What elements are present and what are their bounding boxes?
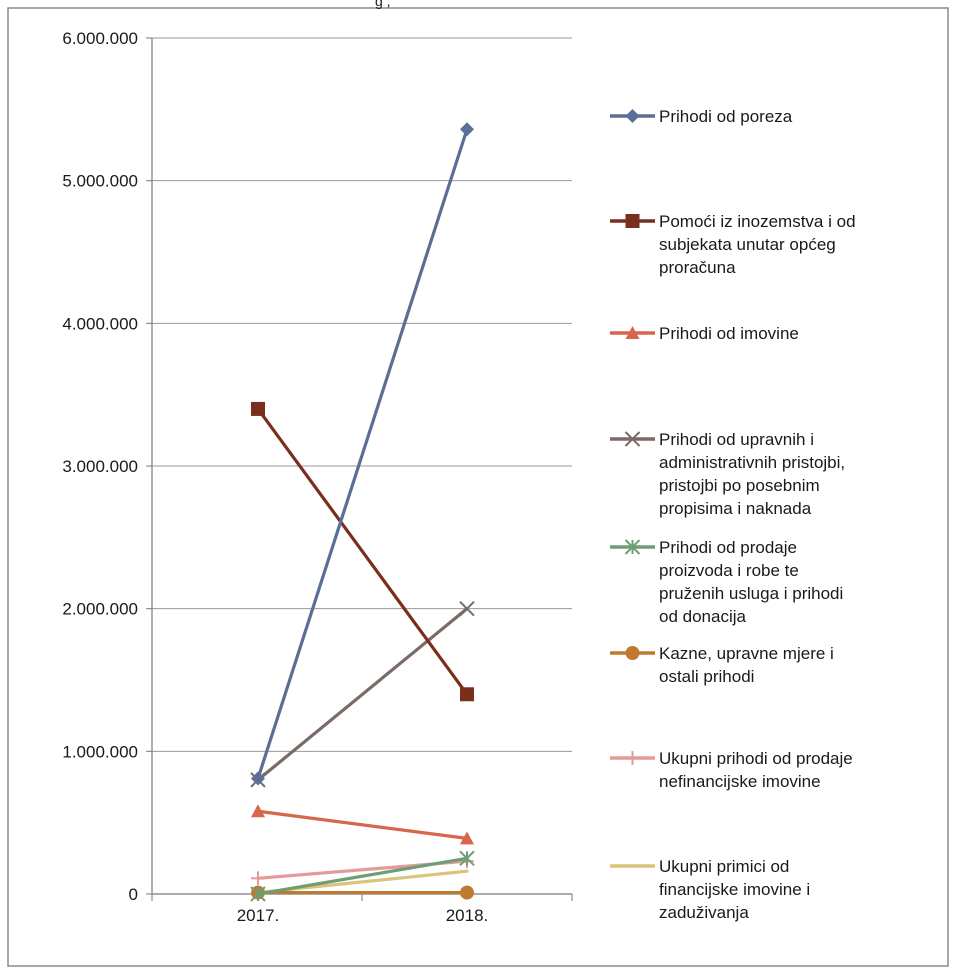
legend-entry-1: Prihodi od poreza (610, 107, 793, 126)
series-line (256, 607, 469, 782)
legend-swatch-marker (625, 109, 640, 123)
series-line (256, 407, 469, 696)
legend-swatch-marker (625, 214, 640, 228)
marker-stroke (459, 600, 475, 617)
legend-label: Pomoći iz inozemstva i od subjekata unuta… (659, 212, 856, 277)
y-tick-label: 2.000.000 (62, 600, 138, 619)
legend-entry-5: Prihodi od prodaje proizvoda i robe te pru… (610, 538, 843, 626)
outer-border (7, 7, 949, 967)
legend-swatch-marker (624, 539, 641, 555)
legend-label: Kazne, upravne mjere i ostali prihodi (659, 644, 834, 686)
legend-label: Ukupni primici od financijske imovine i za… (659, 857, 810, 922)
y-tick-label: 0 (129, 885, 138, 904)
series-2 (251, 401, 474, 702)
legend-entry-8: Ukupni primici od financijske imovine i za… (610, 857, 810, 922)
y-axis-ticks: 0 1.000.000 2.000.000 3.000.000 4.000.000 5.0… (62, 29, 152, 904)
legend-entry-7: Ukupni prihodi od prodaje nefinancijske i… (610, 749, 853, 791)
legend-label: Prihodi od imovine (659, 324, 799, 343)
legend-label: Ukupni prihodi od prodaje nefinancijske i… (659, 749, 853, 791)
series-5 (250, 850, 475, 902)
y-tick-label: 5.000.000 (62, 172, 138, 191)
data-point (250, 886, 266, 902)
legend-label: Prihodi od prodaje proizvoda i robe te pru… (659, 538, 843, 626)
data-point (251, 804, 265, 818)
gridlines (152, 37, 572, 752)
series-line (256, 856, 469, 896)
legend-swatch-marker (625, 751, 640, 765)
legend-label: Prihodi od upravnih i administrativnih pr… (659, 430, 845, 518)
data-point (459, 600, 475, 617)
series-group (250, 122, 475, 902)
legend-swatch-marker (624, 431, 641, 447)
y-tick-label: 4.000.000 (62, 314, 138, 333)
data-point (460, 687, 474, 702)
series-3 (251, 804, 474, 845)
data-point (459, 850, 475, 867)
legend-swatch-marker (625, 326, 640, 339)
legend-label: Prihodi od poreza (659, 107, 793, 126)
y-tick-label: 6.000.000 (62, 29, 138, 48)
series-line (256, 809, 469, 840)
marker-stroke (624, 431, 641, 447)
x-tick-label: 2017. (237, 906, 280, 925)
legend-entry-2: Pomoći iz inozemstva i od subjekata unuta… (610, 212, 856, 277)
legend-entry-4: Prihodi od upravnih i administrativnih pr… (610, 430, 845, 518)
data-point (460, 122, 474, 137)
y-tick-label: 1.000.000 (62, 742, 138, 761)
x-axis-ticks: 2017. 2018. (151, 894, 573, 925)
legend-swatch-marker (625, 646, 640, 660)
legend-entry-3: Prihodi od imovine (610, 324, 799, 343)
data-point (251, 871, 265, 886)
x-tick-label: 2018. (446, 906, 489, 925)
data-point (460, 885, 474, 900)
series-line (256, 127, 469, 781)
data-point (251, 401, 265, 416)
top-text-fragment: g , (375, 0, 391, 9)
legend-entry-6: Kazne, upravne mjere i ostali prihodi (610, 644, 834, 686)
data-point (460, 831, 474, 845)
data-point (251, 771, 265, 786)
y-tick-label: 3.000.000 (62, 457, 138, 476)
legend: Prihodi od poreza Pomoći iz inozemstva i … (610, 107, 856, 922)
series-1 (251, 122, 474, 786)
series-4 (250, 600, 475, 788)
